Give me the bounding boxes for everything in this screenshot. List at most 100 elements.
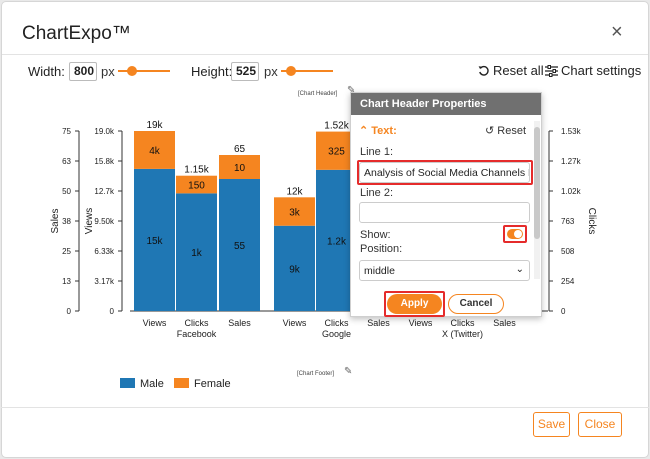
line2-input[interactable] xyxy=(359,202,530,223)
reset-icon xyxy=(478,65,489,76)
position-value: middle xyxy=(364,265,395,277)
apply-button[interactable]: Apply xyxy=(387,294,442,314)
reset-button[interactable]: ↺ Reset xyxy=(485,124,526,137)
axis-tick-label: 0 xyxy=(110,307,115,316)
data-label-total: 19k xyxy=(146,120,163,131)
show-toggle-highlight xyxy=(503,225,527,243)
group-label: X (Twitter) xyxy=(442,329,483,339)
axis-tick-label: 19.0k xyxy=(94,127,115,136)
bar-male xyxy=(176,193,217,311)
axis-tick-label: 25 xyxy=(62,247,71,256)
data-label-total: 1.52k xyxy=(324,121,349,132)
category-label: Sales xyxy=(228,318,251,328)
bar-female xyxy=(134,131,175,169)
chevron-up-icon: ⌃ xyxy=(359,125,372,137)
reset-all-label: Reset all xyxy=(493,63,544,78)
panel-title: Chart Header Properties xyxy=(351,93,541,115)
axis-tick-label: 6.33k xyxy=(94,247,115,256)
bar-male xyxy=(134,168,175,311)
chart-settings-button[interactable]: Chart settings xyxy=(545,63,641,78)
show-toggle[interactable] xyxy=(507,229,523,239)
category-label: Sales xyxy=(493,318,516,328)
close-button[interactable]: Close xyxy=(578,412,622,437)
data-label-total: 65 xyxy=(234,144,246,155)
width-unit: px xyxy=(101,64,115,79)
app-title: ChartExpo™ xyxy=(22,23,131,44)
save-button[interactable]: Save xyxy=(533,412,570,437)
axis-tick-label: 1.27k xyxy=(561,157,582,166)
axis-title: Clicks xyxy=(586,208,597,235)
axis-tick-label: 508 xyxy=(561,247,575,256)
axis-tick-label: 254 xyxy=(561,277,575,286)
apply-highlight xyxy=(384,291,445,317)
chart-settings-label: Chart settings xyxy=(561,63,642,78)
line1-label: Line 1: xyxy=(360,146,394,158)
height-slider-handle[interactable] xyxy=(286,66,296,76)
width-slider-track[interactable] xyxy=(118,70,170,72)
height-unit: px xyxy=(264,64,278,79)
category-label: Clicks xyxy=(325,318,349,328)
cancel-button[interactable]: Cancel xyxy=(448,294,504,314)
axis-title: Sales xyxy=(50,208,61,233)
category-label: Clicks xyxy=(185,318,209,328)
width-slider-handle[interactable] xyxy=(127,66,137,76)
divider xyxy=(2,54,648,55)
panel-scrollbar[interactable] xyxy=(534,121,540,279)
edit-footer-pencil-icon[interactable]: ✎ xyxy=(344,366,353,377)
data-label-female: 10 xyxy=(234,163,246,174)
position-label: Position: xyxy=(360,243,403,255)
legend-male-swatch xyxy=(120,378,135,388)
height-input[interactable]: 525 xyxy=(231,62,259,81)
legend-male-label: Male xyxy=(140,378,164,390)
data-label-female: 3k xyxy=(289,208,301,219)
bar-male xyxy=(219,179,260,311)
text-section-toggle[interactable]: ⌃ Text: xyxy=(359,124,397,137)
reset-icon: ↺ xyxy=(485,125,495,137)
line1-input[interactable]: Analysis of Social Media Channels Perfc xyxy=(359,162,530,183)
data-label-male: 55 xyxy=(234,241,246,252)
scrollbar-thumb[interactable] xyxy=(534,127,540,239)
axis-tick-label: 13 xyxy=(62,277,71,286)
legend-male[interactable]: Male xyxy=(120,378,164,390)
data-label-female: 325 xyxy=(328,147,345,158)
axis-tick-label: 38 xyxy=(62,217,71,226)
chart-footer-placeholder[interactable]: [Chart Footer] xyxy=(297,371,335,377)
chart-header-placeholder[interactable]: [Chart Header] xyxy=(298,91,338,97)
close-icon[interactable]: × xyxy=(611,21,623,43)
data-label-total: 1.15k xyxy=(184,165,209,176)
axis-tick-label: 15.8k xyxy=(94,157,115,166)
axis-tick-label: 9.50k xyxy=(94,217,115,226)
reset-all-button[interactable]: Reset all xyxy=(478,63,544,78)
axis-tick-label: 50 xyxy=(62,187,71,196)
axis-tick-label: 63 xyxy=(62,157,71,166)
axis-tick-label: 1.02k xyxy=(561,187,582,196)
category-label: Clicks xyxy=(451,318,475,328)
reset-label: Reset xyxy=(497,125,527,137)
axis-tick-label: 1.53k xyxy=(561,127,582,136)
width-input[interactable]: 800 xyxy=(69,62,97,81)
sliders-icon xyxy=(545,65,558,77)
data-label-male: 1.2k xyxy=(327,236,347,247)
category-label: Sales xyxy=(367,318,390,328)
data-label-total: 12k xyxy=(286,186,303,197)
data-label-male: 15k xyxy=(146,236,163,247)
bar-male xyxy=(274,225,315,311)
legend-female-swatch xyxy=(174,378,189,388)
text-section-label: Text: xyxy=(371,125,397,137)
show-label: Show: xyxy=(360,229,391,241)
height-slider-track[interactable] xyxy=(281,70,333,72)
edit-header-pencil-icon[interactable]: ✎ xyxy=(347,85,356,96)
category-label: Views xyxy=(143,318,167,328)
chart-header-properties-panel: Chart Header Properties ⌃ Text: ↺ Reset … xyxy=(350,92,542,317)
data-label-male: 9k xyxy=(289,264,301,275)
axis-title: Views xyxy=(84,208,95,235)
category-label: Views xyxy=(283,318,307,328)
axis-tick-label: 763 xyxy=(561,217,575,226)
data-label-female: 150 xyxy=(188,181,205,192)
position-select[interactable]: middle ⌄ xyxy=(359,260,530,281)
data-label-female: 4k xyxy=(149,146,161,157)
height-label: Height: xyxy=(191,64,233,79)
data-label-male: 1k xyxy=(191,248,203,259)
legend-female[interactable]: Female xyxy=(174,378,231,390)
